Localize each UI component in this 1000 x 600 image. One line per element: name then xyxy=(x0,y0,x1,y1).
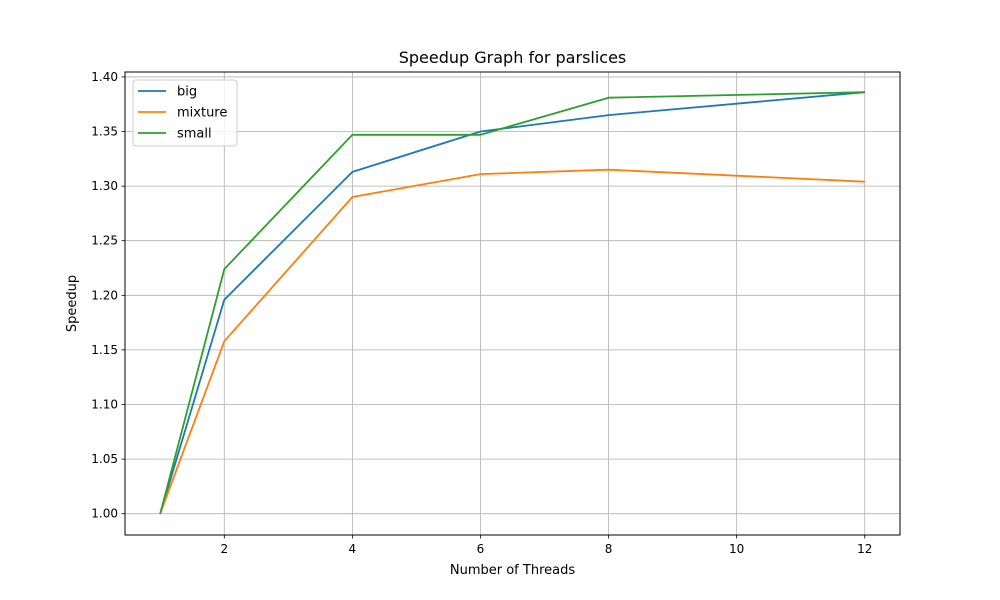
legend-box xyxy=(132,79,238,147)
x-tick-label: 12 xyxy=(857,542,872,556)
y-tick-label: 1.40 xyxy=(91,70,118,84)
legend-label-small: small xyxy=(177,127,212,142)
y-tick-label: 1.15 xyxy=(91,343,118,357)
series-line-mixture xyxy=(159,168,865,515)
y-tick-label: 1.35 xyxy=(91,125,118,139)
x-tick-label: 6 xyxy=(477,542,485,556)
x-tick-label: 4 xyxy=(349,542,357,556)
x-axis-label: Number of Threads xyxy=(450,563,575,578)
plot-frame xyxy=(124,71,901,536)
y-tick-label: 1.05 xyxy=(91,452,118,466)
y-tick-label: 1.25 xyxy=(91,234,118,248)
y-axis-label: Speedup xyxy=(65,275,80,332)
y-tick-label: 1.10 xyxy=(91,398,118,412)
x-tick-label: 10 xyxy=(729,542,744,556)
grid xyxy=(125,72,900,535)
y-tick-label: 1.00 xyxy=(91,507,118,521)
y-axis-ticks: 1.00 1.05 1.10 1.15 1.20 1.25 1.30 1.35 1.40 xyxy=(91,70,125,521)
chart-title: Speedup Graph for parslices xyxy=(399,48,627,67)
x-tick-label: 2 xyxy=(220,542,228,556)
legend-label-mixture: mixture xyxy=(177,106,227,121)
series-lines xyxy=(159,91,865,515)
legend-label-big: big xyxy=(177,85,197,100)
x-tick-label: 8 xyxy=(605,542,613,556)
series-line-big xyxy=(159,91,865,514)
y-tick-label: 1.30 xyxy=(91,179,118,193)
x-axis-ticks: 2 4 6 8 10 12 xyxy=(220,535,872,556)
legend: big mixture small xyxy=(132,79,238,147)
y-tick-label: 1.20 xyxy=(91,288,118,302)
series-line-small xyxy=(159,91,865,514)
